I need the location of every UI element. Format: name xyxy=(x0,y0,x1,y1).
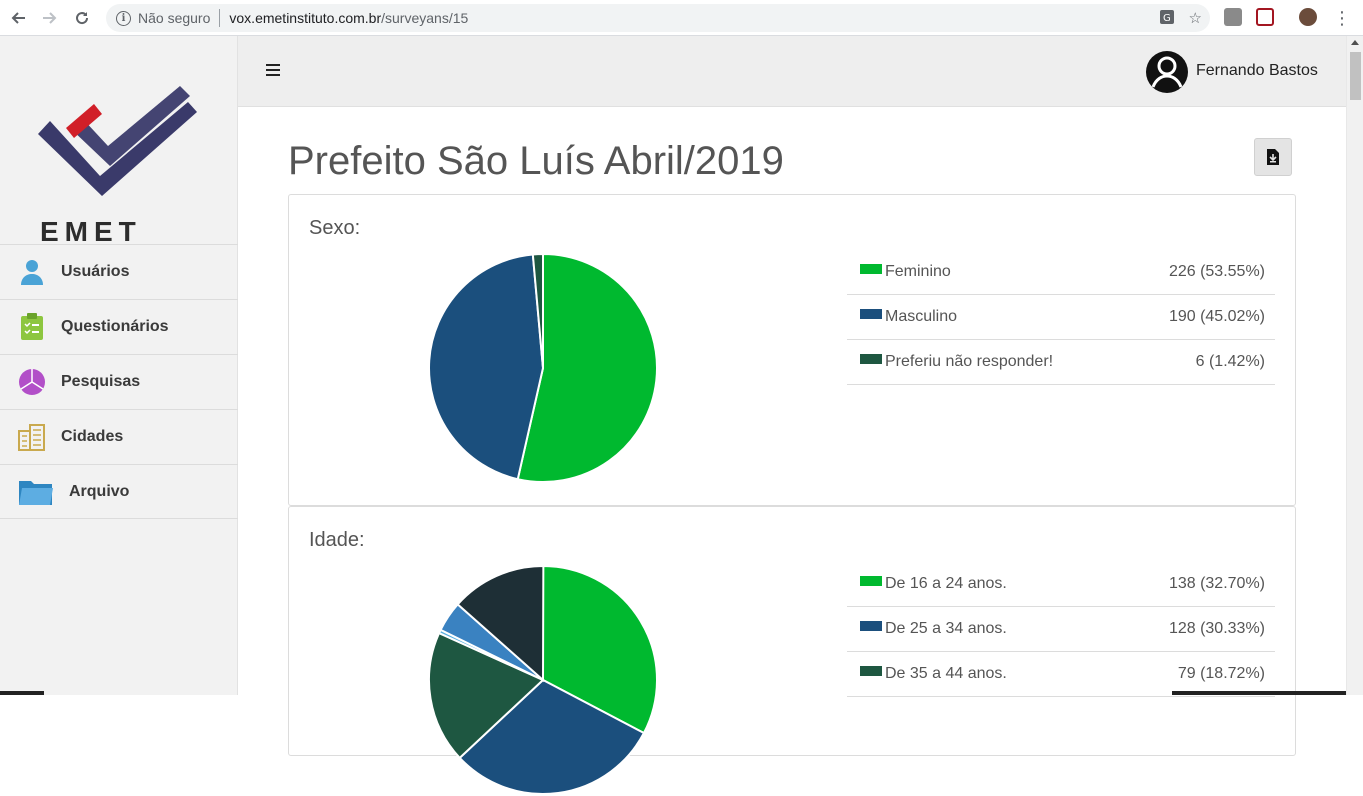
sidebar-item-cidades[interactable]: Cidades xyxy=(0,409,238,464)
question-title: Sexo: xyxy=(309,217,361,239)
sidebar-item-arquivo[interactable]: Arquivo xyxy=(0,464,238,519)
pie-slice-extra-3[interactable] xyxy=(456,565,545,683)
logo-text: EMET xyxy=(40,216,142,246)
url-host: vox.emetinstituto.com.br xyxy=(229,10,382,26)
legend-value: 6 (1.42%) xyxy=(1195,353,1265,370)
pie-slice-1[interactable] xyxy=(516,252,658,483)
user-icon xyxy=(18,258,46,286)
question-card-idade: Idade: De 16 a 24 anos. 138 (32.70%) De 25… xyxy=(288,506,1296,795)
legend-value: 190 (45.02%) xyxy=(1168,308,1265,325)
main-content: Prefeito São Luís Abril/2019 Sexo: Femin… xyxy=(238,107,1346,795)
top-bar: Fernando Bastos xyxy=(238,36,1346,107)
legend-swatch xyxy=(860,309,882,319)
question-title: Idade: xyxy=(309,529,365,551)
reload-icon[interactable] xyxy=(70,6,94,30)
legend-label: De 35 a 44 anos. xyxy=(885,665,1007,682)
sidebar-menu: Usuários Questionários Pesquisas Cidades… xyxy=(0,244,238,519)
page-title: Prefeito São Luís Abril/2019 xyxy=(288,139,784,183)
bottom-edge xyxy=(0,691,1363,695)
legend-value: 128 (30.33%) xyxy=(1168,620,1265,637)
extension-icon[interactable] xyxy=(1224,8,1242,26)
security-label: Não seguro xyxy=(138,10,211,26)
legend-swatch xyxy=(860,666,882,676)
user-avatar-icon[interactable] xyxy=(1146,51,1188,93)
svg-text:G: G xyxy=(1163,13,1171,24)
legend-row: Masculino 190 (45.02%) xyxy=(847,295,1275,340)
omnibox-divider xyxy=(219,9,221,27)
sidebar-item-label: Arquivo xyxy=(69,482,130,500)
legend-swatch xyxy=(860,621,882,631)
back-arrow-icon[interactable] xyxy=(6,6,30,30)
legend-row: De 16 a 24 anos. 138 (32.70%) xyxy=(847,562,1275,607)
download-button[interactable] xyxy=(1254,138,1292,176)
user-name[interactable]: Fernando Bastos xyxy=(1196,62,1318,79)
sidebar-item-questionarios[interactable]: Questionários xyxy=(0,299,238,354)
profile-avatar[interactable] xyxy=(1299,8,1317,26)
translate-icon[interactable]: G xyxy=(1159,9,1175,29)
extension-shield-icon[interactable] xyxy=(1256,8,1274,26)
sidebar-item-usuarios[interactable]: Usuários xyxy=(0,244,238,299)
scroll-up-arrow-icon[interactable] xyxy=(1351,40,1359,45)
pie-chart-sexo xyxy=(428,252,658,483)
legend-label: De 25 a 34 anos. xyxy=(885,620,1007,637)
sidebar-item-pesquisas[interactable]: Pesquisas xyxy=(0,354,238,409)
legend-label: Masculino xyxy=(885,308,958,325)
menu-toggle-icon[interactable] xyxy=(266,64,280,76)
address-bar[interactable]: i Não seguro vox.emetinstituto.com.br/su… xyxy=(106,4,1210,32)
sidebar-item-label: Usuários xyxy=(61,263,130,280)
legend-value: 226 (53.55%) xyxy=(1168,263,1265,280)
sidebar-item-label: Pesquisas xyxy=(61,373,141,390)
legend-value: 79 (18.72%) xyxy=(1177,665,1265,682)
browser-menu-icon[interactable]: ⋮ xyxy=(1333,7,1351,28)
legend-label: De 16 a 24 anos. xyxy=(885,575,1007,592)
legend-value: 138 (32.70%) xyxy=(1168,575,1265,592)
legend-row: Preferiu não responder! 6 (1.42%) xyxy=(847,340,1275,385)
legend-idade: De 16 a 24 anos. 138 (32.70%) De 25 a 34 a… xyxy=(847,562,1275,697)
url-path: /surveyans/15 xyxy=(381,10,469,26)
legend-row: De 25 a 34 anos. 128 (30.33%) xyxy=(847,607,1275,652)
emet-logo[interactable]: EMET xyxy=(30,66,205,247)
scroll-thumb[interactable] xyxy=(1350,52,1361,100)
file-download-icon xyxy=(1267,149,1279,165)
sidebar: EMET Usuários Questionários Pesquisas xyxy=(0,36,238,695)
legend-swatch xyxy=(860,354,882,364)
legend-swatch xyxy=(860,264,882,274)
legend-label: Feminino xyxy=(885,263,951,280)
pie-chart-icon xyxy=(18,368,46,396)
browser-toolbar: i Não seguro vox.emetinstituto.com.br/su… xyxy=(0,0,1363,36)
bookmark-star-icon[interactable]: ☆ xyxy=(1188,10,1202,27)
legend-label: Preferiu não responder! xyxy=(885,353,1054,370)
folder-icon xyxy=(18,478,54,506)
sidebar-item-label: Questionários xyxy=(61,318,169,335)
pie-chart-idade xyxy=(428,564,658,795)
pie-slice-2[interactable] xyxy=(428,253,545,481)
page-scrollbar[interactable] xyxy=(1346,36,1363,695)
legend-sexo: Feminino 226 (53.55%) Masculino 190 (45.02%… xyxy=(847,250,1275,385)
legend-row: Feminino 226 (53.55%) xyxy=(847,250,1275,295)
forward-arrow-icon[interactable] xyxy=(38,6,62,30)
sidebar-item-label: Cidades xyxy=(61,428,124,445)
info-icon[interactable]: i xyxy=(116,10,131,26)
clipboard-icon xyxy=(18,313,46,341)
buildings-icon xyxy=(18,423,46,451)
question-card-sexo: Sexo: Feminino 226 (53.55%) Masculino 190 (… xyxy=(288,194,1296,506)
legend-swatch xyxy=(860,576,882,586)
pie-slice-3[interactable] xyxy=(531,252,544,369)
